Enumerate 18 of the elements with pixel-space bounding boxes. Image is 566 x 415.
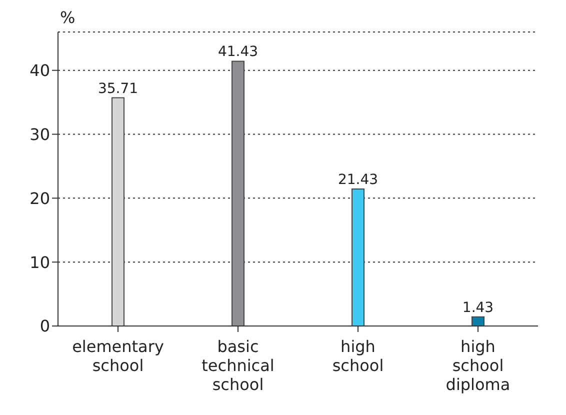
x-tick-label: basic technical school [202, 337, 274, 394]
y-tick-label: 10 [30, 252, 50, 272]
x-tick-label: elementary school [72, 337, 164, 375]
x-tick-label: high school [332, 337, 384, 375]
data-label: 21.43 [338, 172, 378, 188]
y-tick-label: 40 [30, 61, 50, 80]
y-tick-label: 0 [40, 316, 50, 336]
bar [352, 188, 364, 326]
y-tick-label: 20 [30, 188, 50, 208]
y-axis-title: % [60, 8, 76, 27]
y-tick-label: 30 [30, 124, 50, 144]
x-tick-label: high school diploma [446, 337, 510, 394]
data-label: 41.43 [218, 44, 258, 60]
data-label: 35.71 [98, 80, 138, 97]
bar [472, 316, 484, 326]
bar [112, 97, 124, 326]
data-label: 1.43 [462, 300, 494, 316]
bar [232, 60, 244, 326]
